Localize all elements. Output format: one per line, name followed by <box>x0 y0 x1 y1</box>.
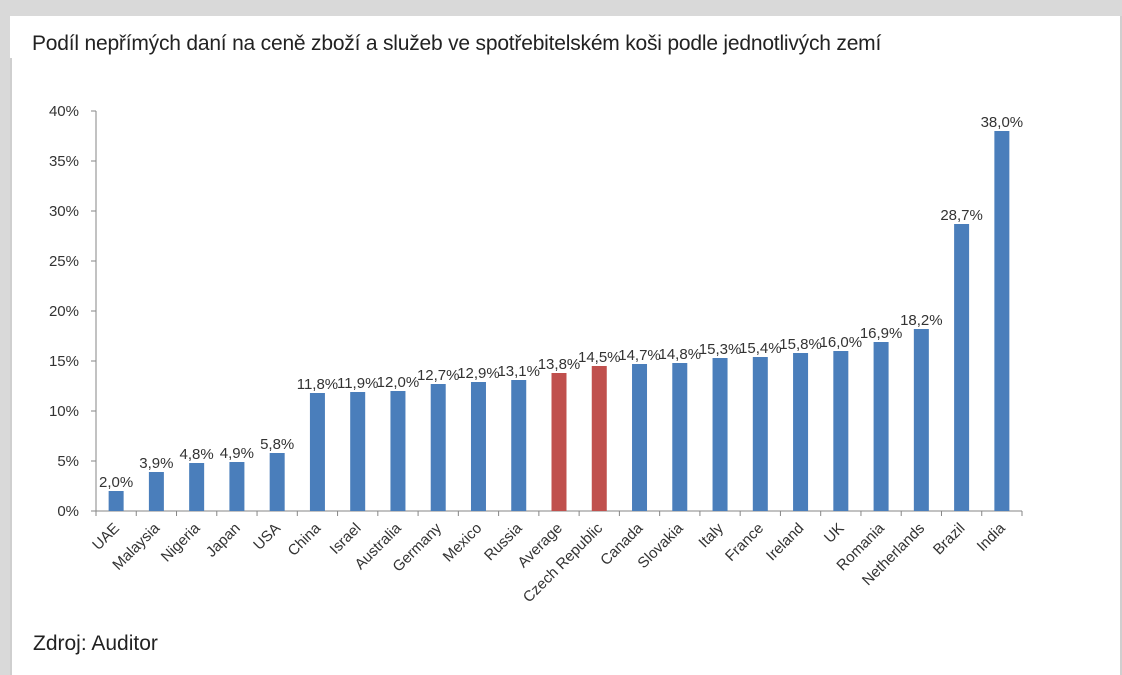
bar-ireland <box>793 353 809 511</box>
bar-china <box>309 393 325 511</box>
x-tick-label: Israel <box>327 520 365 558</box>
x-tick-label: Ireland <box>763 520 807 564</box>
data-label: 11,9% <box>337 375 378 392</box>
x-tick-label: Slovakia <box>634 519 687 572</box>
data-label: 12,7% <box>417 367 460 384</box>
bar-romania <box>873 342 889 511</box>
bar-italy <box>712 358 728 511</box>
x-tick-label: India <box>974 519 1009 554</box>
x-tick-label: Italy <box>695 519 727 551</box>
bar-netherlands <box>913 329 929 511</box>
x-tick-label: Mexico <box>440 520 486 566</box>
data-label: 13,8% <box>538 356 581 373</box>
bar-japan <box>229 462 245 511</box>
data-label: 15,3% <box>699 341 742 358</box>
x-tick-label: UK <box>821 520 848 547</box>
bar-czech-republic <box>591 366 607 511</box>
x-tick-label: France <box>722 520 767 565</box>
data-label: 14,8% <box>659 346 702 363</box>
bar-usa <box>269 453 285 511</box>
y-tick-label: 20% <box>49 303 79 320</box>
bar-average <box>551 373 567 511</box>
y-tick-label: 5% <box>57 453 79 470</box>
data-label: 12,9% <box>457 365 500 382</box>
x-tick-label: Japan <box>203 520 244 561</box>
source-note: Zdroj: Auditor <box>33 632 158 655</box>
y-tick-label: 10% <box>49 403 79 420</box>
y-tick-label: 40% <box>49 103 79 120</box>
x-tick-label: China <box>285 519 325 559</box>
data-label: 15,8% <box>779 336 822 353</box>
data-label: 4,8% <box>180 446 214 463</box>
bar-germany <box>430 384 446 511</box>
bar-uk <box>833 351 849 511</box>
data-label: 14,5% <box>578 349 621 366</box>
x-tick-label: USA <box>250 520 284 554</box>
content-panel <box>10 16 1122 675</box>
data-label: 18,2% <box>900 312 943 329</box>
data-label: 28,7% <box>940 207 983 224</box>
data-label: 12,0% <box>377 374 420 391</box>
data-label: 13,1% <box>497 363 540 380</box>
y-tick-label: 15% <box>49 353 79 370</box>
data-label: 3,9% <box>139 455 173 472</box>
axis-layer: 0% 5% 10% 15% 20% 25% 30% 35% 40% <box>49 103 1023 520</box>
bar-france <box>752 357 768 511</box>
bar-brazil <box>954 224 970 511</box>
data-label: 5,8% <box>260 436 294 453</box>
bar-uae <box>108 491 124 511</box>
data-label: 15,4% <box>739 340 782 357</box>
bars-layer <box>108 131 1010 511</box>
x-tick-label: Brazil <box>930 520 969 559</box>
bar-nigeria <box>189 463 205 511</box>
bar-australia <box>390 391 406 511</box>
bar-russia <box>511 380 527 511</box>
x-tick-label: Nigeria <box>158 519 204 565</box>
data-label: 2,0% <box>99 474 133 491</box>
bar-malaysia <box>148 472 164 511</box>
bar-india <box>994 131 1010 511</box>
data-label: 16,0% <box>820 334 863 351</box>
y-tick-label: 25% <box>49 253 79 270</box>
chart-title: Podíl nepřímých daní na ceně zboží a slu… <box>32 32 882 55</box>
bar-canada <box>632 364 648 511</box>
data-label: 4,9% <box>220 445 254 462</box>
bar-slovakia <box>672 363 688 511</box>
y-tick-label: 30% <box>49 203 79 220</box>
data-label: 14,7% <box>618 347 661 364</box>
y-tick-label: 0% <box>57 503 79 520</box>
y-tick-label: 35% <box>49 153 79 170</box>
frame-right-border <box>1120 16 1122 675</box>
data-label: 16,9% <box>860 325 903 342</box>
data-label: 38,0% <box>981 114 1024 131</box>
data-label: 11,8% <box>297 376 338 393</box>
bar-mexico <box>470 382 486 511</box>
bar-israel <box>350 392 366 511</box>
x-tick-label: UAE <box>89 520 123 554</box>
frame-left-border <box>10 58 12 675</box>
